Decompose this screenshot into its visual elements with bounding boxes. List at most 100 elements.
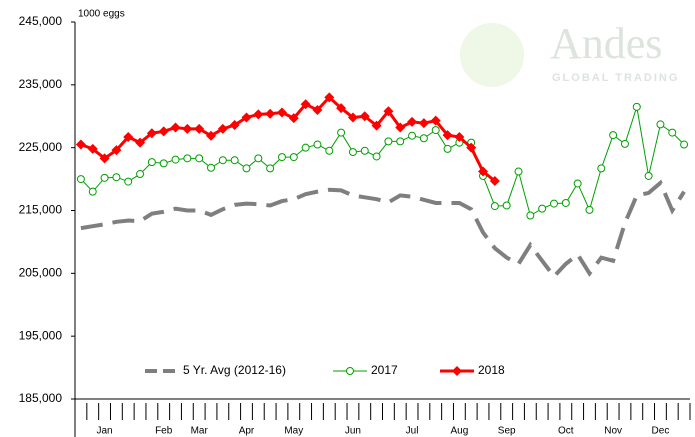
point [146, 128, 157, 139]
point [301, 143, 310, 152]
point [561, 198, 570, 207]
point [111, 145, 122, 156]
point [135, 137, 146, 148]
point [242, 164, 251, 173]
point [183, 154, 192, 163]
point [313, 140, 322, 149]
point [123, 131, 134, 142]
x-tick-label: Mar [191, 426, 209, 437]
point [430, 115, 441, 126]
point [337, 128, 346, 137]
point [195, 154, 204, 163]
point [75, 139, 86, 150]
watermark-sub: GLOBAL TRADING [552, 72, 679, 84]
point [254, 154, 263, 163]
y-tick-label: 215,000 [19, 203, 63, 217]
point [159, 159, 168, 168]
point [276, 107, 287, 118]
point [182, 123, 193, 134]
point [229, 120, 240, 131]
point [347, 112, 358, 123]
series-line [80, 95, 496, 183]
point [396, 137, 405, 146]
point [407, 116, 418, 127]
legend-marker [346, 367, 354, 375]
point [289, 153, 298, 162]
point [217, 123, 228, 134]
point [384, 137, 393, 146]
x-tick-label: Dec [652, 426, 670, 437]
x-tick-label: Apr [239, 426, 255, 437]
y-tick-label: 195,000 [19, 328, 63, 342]
point [266, 164, 275, 173]
point [112, 173, 121, 182]
point [300, 99, 311, 110]
point [87, 143, 98, 154]
x-tick-label: Oct [558, 426, 574, 437]
point [325, 146, 334, 155]
x-tick-label: Nov [604, 426, 622, 437]
x-tick-label: Jul [406, 426, 419, 437]
point [288, 113, 299, 124]
point [668, 128, 677, 137]
point [502, 201, 511, 210]
point [408, 131, 417, 140]
x-tick-label: Aug [450, 426, 468, 437]
point [230, 156, 239, 165]
x-tick-label: May [284, 426, 303, 437]
legend-label: 2017 [371, 363, 398, 377]
point [372, 152, 381, 161]
point [549, 199, 558, 208]
point [312, 104, 323, 115]
unit-label: 1000 eggs [78, 9, 125, 20]
point [241, 112, 252, 123]
point [171, 155, 180, 164]
point [218, 156, 227, 165]
point [170, 122, 181, 133]
point [478, 166, 489, 177]
point [514, 167, 523, 176]
point [88, 187, 97, 196]
point [466, 142, 477, 153]
point [620, 139, 629, 148]
point [418, 118, 429, 129]
point [680, 140, 689, 149]
y-tick-label: 205,000 [19, 266, 63, 280]
point [489, 175, 500, 186]
x-tick-label: Sep [498, 426, 516, 437]
point [336, 103, 347, 114]
point [124, 177, 133, 186]
point [147, 158, 156, 167]
point [609, 131, 618, 140]
legend-marker [452, 366, 462, 376]
point [443, 144, 452, 153]
point [136, 170, 145, 179]
y-tick-label: 225,000 [19, 140, 63, 154]
point [383, 106, 394, 117]
series-line [80, 179, 686, 280]
point [99, 153, 110, 164]
point [265, 108, 276, 119]
x-tick-label: Jan [97, 426, 113, 437]
point [360, 146, 369, 155]
watermark: Andes [550, 19, 662, 68]
point [348, 148, 357, 157]
point [656, 120, 665, 129]
point [573, 179, 582, 188]
point [454, 131, 465, 142]
point [158, 126, 169, 137]
point [419, 134, 428, 143]
point [442, 130, 453, 141]
point [206, 130, 217, 141]
point [277, 153, 286, 162]
point [431, 126, 440, 135]
legend-label: 5 Yr. Avg (2012-16) [183, 363, 286, 377]
y-tick-label: 185,000 [19, 391, 63, 405]
point [324, 92, 335, 103]
point [395, 122, 406, 133]
point [538, 204, 547, 213]
series-line [80, 106, 685, 217]
point [194, 123, 205, 134]
point [371, 120, 382, 131]
